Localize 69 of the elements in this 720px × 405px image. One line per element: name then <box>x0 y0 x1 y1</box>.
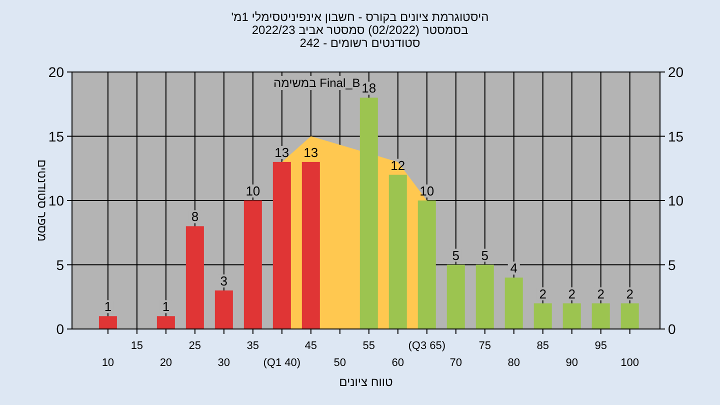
x-tick-label: 70 <box>450 357 462 369</box>
bar <box>214 290 233 329</box>
x-tick-label: (Q3 65) <box>408 340 446 352</box>
bar <box>534 303 552 329</box>
data-label: 18 <box>362 80 376 96</box>
y-tick-label: 15 <box>48 128 64 144</box>
y-tick-label: 5 <box>56 256 64 273</box>
data-label: 2 <box>626 286 634 302</box>
bar <box>360 98 378 329</box>
x-tick-label: 60 <box>392 357 404 369</box>
bar <box>620 303 639 329</box>
data-label: 13 <box>304 144 318 160</box>
x-tick-label: 100 <box>620 357 640 369</box>
y2-tick-label: 0 <box>668 321 676 337</box>
bar <box>418 200 436 329</box>
y-tick-label: 20 <box>48 64 64 80</box>
x-tick-label: 50 <box>334 357 346 369</box>
x-tick-label: 30 <box>218 357 230 369</box>
x-tick-label: 45 <box>304 340 318 352</box>
x-tick-label: 25 <box>188 340 202 352</box>
x-tick-label: 75 <box>478 340 491 352</box>
bar <box>244 200 262 329</box>
x-tick-label: 10 <box>102 357 114 369</box>
bar <box>476 264 494 329</box>
bar <box>186 226 204 329</box>
x-tick-label: 35 <box>246 340 260 352</box>
data-label: 13 <box>274 144 290 160</box>
y-axis-title: מספר סטודנטים <box>35 159 49 242</box>
x-tick-label: 20 <box>160 357 172 369</box>
data-label: 12 <box>390 158 406 173</box>
text: Final_B במשימה <box>273 76 360 90</box>
y-tick-label: 0 <box>56 321 64 337</box>
data-label: 1 <box>104 299 112 314</box>
data-label: 3 <box>220 273 228 288</box>
x-tick-label: 80 <box>508 357 520 369</box>
bar <box>388 174 407 329</box>
data-label: 2 <box>568 286 576 302</box>
data-label: 5 <box>452 248 460 263</box>
bar <box>302 162 320 329</box>
x-axis-title: טווח ציונים <box>339 375 394 389</box>
x-tick-label: 90 <box>566 357 578 369</box>
y-tick-label: 10 <box>48 192 64 208</box>
data-label: 2 <box>597 286 604 302</box>
data-label: 2 <box>539 286 546 302</box>
chart-subtitle: בסמסטר (02/2022) סמסטר אביב 2022/23 <box>252 23 468 37</box>
data-label: 8 <box>191 209 199 224</box>
bar <box>592 303 610 329</box>
y2-tick-label: 20 <box>668 64 684 80</box>
bar <box>156 316 175 329</box>
data-label: 1 <box>162 299 170 314</box>
x-tick-label: 95 <box>594 340 607 352</box>
bar <box>98 316 117 329</box>
text: סטודנטים רשומים - 242 <box>300 36 420 50</box>
data-label: 5 <box>481 248 488 263</box>
x-tick-label: 85 <box>536 340 549 352</box>
y2-tick-label: 15 <box>668 128 684 144</box>
bar <box>272 162 291 329</box>
bar <box>504 278 523 329</box>
data-label: 10 <box>420 184 434 198</box>
x-tick-label: 55 <box>362 340 376 352</box>
bar <box>562 303 581 329</box>
x-tick-label: (Q1 40) <box>263 357 301 369</box>
data-label: 4 <box>510 260 518 276</box>
chart-title: היסטוגרמת ציונים בקורס - חשבון אינפיניטסימלי 1מ' <box>231 10 489 24</box>
y2-tick-label: 10 <box>668 192 684 208</box>
y2-tick-label: 5 <box>668 256 676 273</box>
bar <box>446 264 465 329</box>
x-tick-label: 15 <box>130 340 144 352</box>
data-label: 10 <box>246 184 260 198</box>
